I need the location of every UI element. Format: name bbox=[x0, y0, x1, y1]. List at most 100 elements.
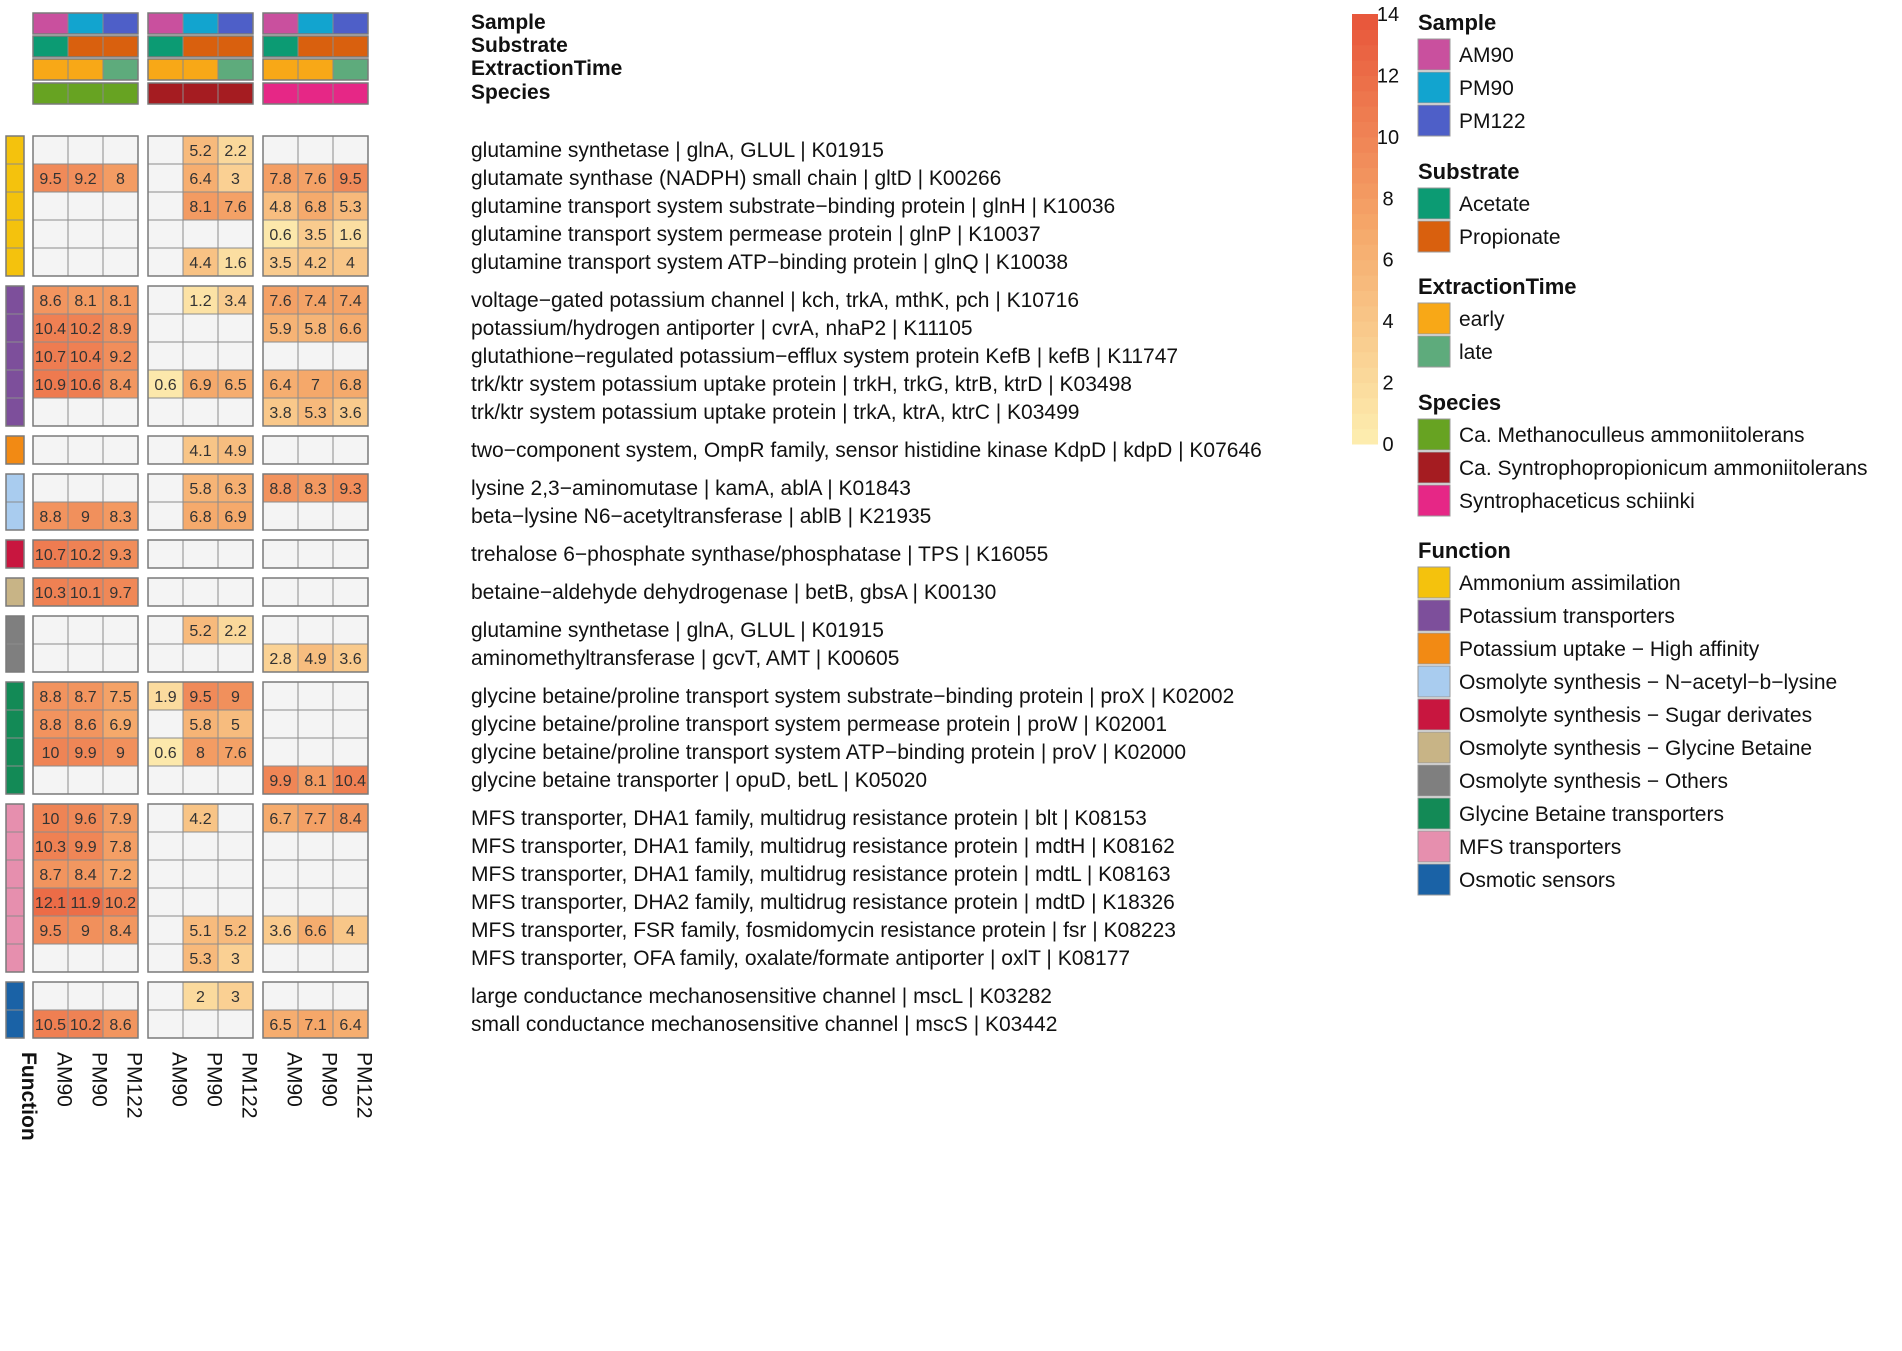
color-scale-tick-label: 8 bbox=[1382, 188, 1393, 210]
function-annotation-border bbox=[5, 285, 25, 427]
cell-value-label: 9.5 bbox=[39, 923, 61, 940]
heatmap-cell bbox=[332, 539, 369, 569]
cell-value-label: 8.8 bbox=[269, 481, 291, 498]
heatmap-cell bbox=[102, 643, 139, 673]
cell-value-label: 8.6 bbox=[39, 293, 61, 310]
cell-value-label: 9.3 bbox=[339, 481, 361, 498]
annotation-cell-substrate bbox=[297, 35, 334, 58]
cell-value-label: 2.8 bbox=[269, 651, 291, 668]
cell-value-label: 10.4 bbox=[70, 349, 101, 366]
row-label: betaine−aldehyde dehydrogenase | betB, g… bbox=[471, 581, 996, 604]
heatmap-cell bbox=[32, 369, 69, 399]
color-scale-step bbox=[1352, 136, 1378, 153]
column-label: PM122 bbox=[353, 1052, 376, 1119]
function-annotation-cell bbox=[5, 191, 25, 221]
heatmap-cell bbox=[67, 473, 104, 503]
heatmap-cell bbox=[102, 135, 139, 165]
heatmap-cell bbox=[217, 831, 254, 861]
heatmap-cell bbox=[332, 765, 369, 795]
heatmap-cell bbox=[297, 737, 334, 767]
cell-value-label: 8 bbox=[116, 171, 125, 188]
heatmap-cell bbox=[67, 859, 104, 889]
cell-value-label: 9.7 bbox=[109, 585, 131, 602]
heatmap-cell bbox=[182, 219, 219, 249]
cell-value-label: 7 bbox=[311, 377, 320, 394]
heatmap-cell bbox=[102, 341, 139, 371]
heatmap-cell bbox=[182, 313, 219, 343]
color-scale-step bbox=[1352, 275, 1378, 291]
function-annotation-cell bbox=[5, 219, 25, 249]
color-scale-legend: 0 2 4 6 8 10 12 14 bbox=[1352, 4, 1399, 456]
row-label: large conductance mechanosensitive chann… bbox=[471, 985, 1052, 1008]
heatmap-cell bbox=[332, 285, 369, 315]
cell-value-label: 7.7 bbox=[304, 811, 326, 828]
function-annotation-cell bbox=[5, 501, 25, 531]
cell-value-label: 8.8 bbox=[39, 717, 61, 734]
legend-swatch bbox=[1417, 830, 1451, 863]
row-label: trk/ktr system potassium uptake protein … bbox=[471, 373, 1132, 396]
legend-item-label: PM90 bbox=[1459, 77, 1514, 100]
annotation-cell-sample bbox=[32, 12, 69, 35]
heatmap-cell bbox=[332, 643, 369, 673]
cell-value-label: 8.8 bbox=[39, 509, 61, 526]
cell-value-label: 1.6 bbox=[339, 227, 361, 244]
cell-value-label: 9 bbox=[81, 923, 90, 940]
heatmap-cell bbox=[147, 219, 184, 249]
heatmap-cell bbox=[67, 615, 104, 645]
cell-value-label: 4.1 bbox=[189, 443, 211, 460]
heatmap-cell bbox=[102, 247, 139, 277]
annotation-cell-sample bbox=[297, 12, 334, 35]
function-annotation-cell bbox=[5, 313, 25, 343]
heatmap-cell bbox=[297, 709, 334, 739]
heatmap-cell bbox=[32, 435, 69, 465]
cell-value-label: 6.8 bbox=[304, 199, 326, 216]
row-label: MFS transporter, DHA1 family, multidrug … bbox=[471, 807, 1147, 830]
heatmap-cell bbox=[217, 803, 254, 833]
cell-value-label: 7.5 bbox=[109, 689, 131, 706]
legend-swatch bbox=[1417, 731, 1451, 764]
row-group-border bbox=[262, 615, 369, 673]
annotation-cell-substrate bbox=[102, 35, 139, 58]
heatmap-cell bbox=[67, 943, 104, 973]
heatmap-cell bbox=[147, 831, 184, 861]
row-group-border bbox=[147, 285, 254, 427]
legend-item-label: late bbox=[1459, 341, 1493, 364]
annotation-cell-sample bbox=[67, 12, 104, 35]
annotation-cell-substrate bbox=[67, 35, 104, 58]
heatmap-cell bbox=[182, 397, 219, 427]
heatmap-cell bbox=[297, 1009, 334, 1039]
heatmap-cell bbox=[147, 737, 184, 767]
row-group-border bbox=[262, 539, 369, 569]
heatmap-cell bbox=[147, 981, 184, 1011]
heatmap-cell bbox=[262, 615, 299, 645]
cell-value-label: 3 bbox=[231, 951, 240, 968]
heatmap-cell bbox=[67, 219, 104, 249]
cell-value-label: 10.3 bbox=[35, 839, 66, 856]
color-scale-step bbox=[1352, 397, 1378, 414]
annotation-group-border bbox=[147, 12, 254, 35]
function-annotation-cell bbox=[5, 831, 25, 861]
cell-value-label: 3.6 bbox=[339, 405, 361, 422]
color-scale-tick-label: 4 bbox=[1382, 311, 1393, 333]
cell-value-label: 9.9 bbox=[74, 839, 96, 856]
annotation-group-border bbox=[32, 82, 139, 105]
legend-item-label: Propionate bbox=[1459, 226, 1561, 249]
heatmap-cell bbox=[147, 341, 184, 371]
row-label: aminomethyltransferase | gcvT, AMT | K00… bbox=[471, 647, 899, 670]
heatmap-cell bbox=[147, 887, 184, 917]
row-group-border bbox=[32, 285, 139, 427]
legend-swatch bbox=[1417, 863, 1451, 896]
heatmap-cell bbox=[32, 615, 69, 645]
color-scale-step bbox=[1352, 213, 1378, 230]
heatmap-cell bbox=[262, 981, 299, 1011]
heatmap-cell bbox=[147, 313, 184, 343]
row-label: glutamine transport system substrate−bin… bbox=[471, 195, 1115, 218]
cell-value-label: 2.2 bbox=[224, 623, 246, 640]
heatmap-cell bbox=[262, 803, 299, 833]
heatmap-cell bbox=[147, 709, 184, 739]
annotation-cell-extractiontime bbox=[262, 58, 299, 81]
heatmap-cell bbox=[262, 681, 299, 711]
cell-value-label: 6.5 bbox=[269, 1017, 291, 1034]
heatmap-cell bbox=[147, 859, 184, 889]
